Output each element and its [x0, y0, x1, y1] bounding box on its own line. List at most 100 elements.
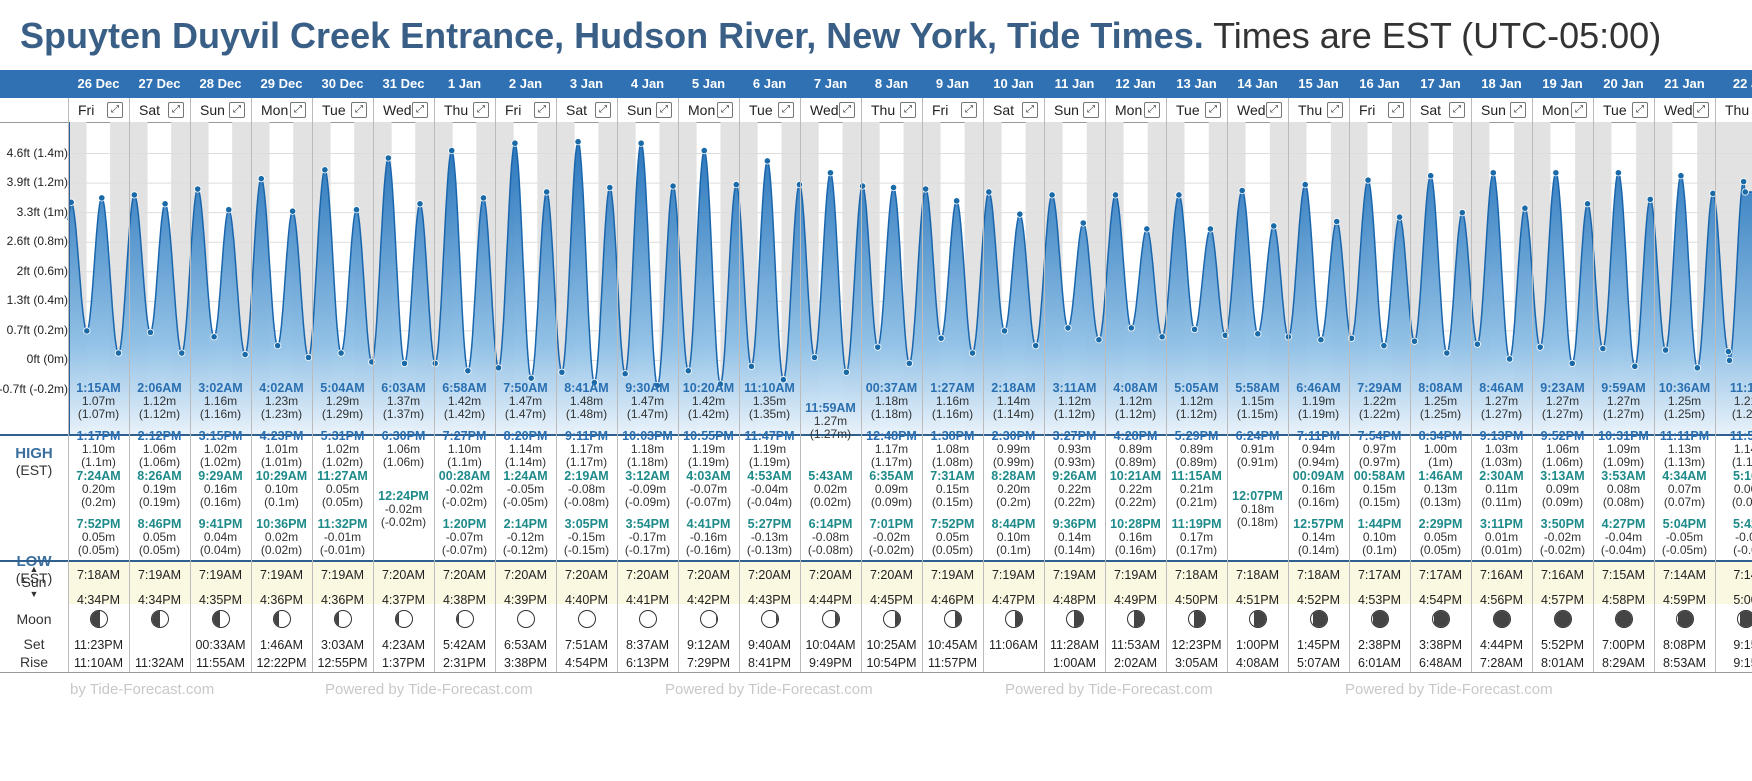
high-tide-height-alt: (1.06m)	[382, 455, 425, 469]
y-axis-label: 2ft (0.6m)	[16, 263, 68, 278]
expand-icon[interactable]: ⤢	[595, 102, 611, 118]
moon-phase-icon	[1675, 610, 1694, 628]
low-tide-height-alt: (-0.04m)	[1600, 543, 1647, 557]
moon-phase-icon	[1248, 610, 1267, 628]
high-tide-entry: 10:03PM 1.18m (1.18m)	[617, 430, 678, 469]
low-tide-height-alt: (0.19m)	[138, 495, 181, 509]
expand-icon[interactable]: ⤢	[1327, 102, 1343, 118]
expand-icon[interactable]: ⤢	[1022, 102, 1038, 118]
expand-icon[interactable]: ⤢	[473, 102, 489, 118]
tide-point	[368, 358, 376, 366]
tide-point	[779, 376, 787, 384]
day-name: Wed	[1664, 102, 1693, 118]
moon-info: 3:03AM 12:55PM	[312, 610, 373, 672]
expand-icon[interactable]: ⤢	[534, 102, 550, 118]
high-tide-entry: 3:11AM 1.12m (1.12m)	[1044, 382, 1105, 421]
high-tide-time: 10:36AM	[1658, 381, 1711, 395]
tide-point	[922, 185, 930, 193]
expand-icon[interactable]: ⤢	[290, 102, 306, 118]
moon-info: 11:32AM	[129, 610, 190, 672]
moon-phase-wrap	[556, 610, 617, 632]
expand-icon[interactable]: ⤢	[839, 102, 855, 118]
low-tide-entry: 3:54PM -0.17m (-0.17m)	[617, 518, 678, 557]
expand-icon[interactable]: ⤢	[107, 102, 123, 118]
high-tide-entry: 1:27AM 1.16m (1.16m)	[922, 382, 983, 421]
low-tide-time: 4:41PM	[686, 517, 731, 531]
expand-icon[interactable]: ⤢	[1571, 102, 1587, 118]
day-cell: Mon ⤢	[1105, 98, 1166, 122]
low-tide-height: -0.01m	[323, 530, 362, 544]
tide-point	[1127, 324, 1135, 332]
tide-point	[1032, 342, 1040, 350]
low-tide-time: 3:13AM	[1540, 469, 1585, 483]
moon-set-time	[129, 636, 190, 654]
expand-icon[interactable]: ⤢	[961, 102, 977, 118]
expand-icon[interactable]: ⤢	[656, 102, 672, 118]
high-tide-height-alt: (1.47m)	[504, 407, 547, 421]
expand-icon[interactable]: ⤢	[1510, 102, 1526, 118]
high-tide-height: 1.16m	[935, 394, 970, 408]
tide-chart	[67, 122, 1752, 436]
expand-icon[interactable]: ⤢	[778, 102, 794, 118]
sunset-time: 4:41PM	[625, 593, 670, 607]
moon-info: 1:45PM 5:07AM	[1288, 610, 1349, 672]
moon-set-time: 5:42AM	[442, 638, 487, 652]
day-cell: Sat ⤢	[129, 98, 190, 122]
high-tide-height: 1.27m	[1545, 394, 1580, 408]
low-tide-entry: 5:27PM -0.13m (-0.13m)	[739, 518, 800, 557]
day-name: Mon	[261, 102, 289, 118]
expand-icon[interactable]: ⤢	[1144, 102, 1160, 118]
tide-point	[98, 194, 106, 202]
sunrise-time: 7:18AM	[1235, 568, 1280, 582]
low-tide-entry: 3:53AM 0.08m (0.08m)	[1593, 470, 1654, 509]
expand-icon[interactable]: ⤢	[1083, 102, 1099, 118]
low-tide-height-alt: (-0.13m)	[746, 543, 793, 557]
expand-icon[interactable]: ⤢	[900, 102, 916, 118]
high-tide-time: 3:02AM	[198, 381, 243, 395]
column-divider	[68, 98, 69, 672]
expand-icon[interactable]: ⤢	[351, 102, 367, 118]
expand-icon[interactable]: ⤢	[1205, 102, 1221, 118]
moon-info: 11:28AM 1:00AM	[1044, 610, 1105, 672]
tide-point	[1317, 336, 1325, 344]
tide-point	[1646, 195, 1654, 203]
expand-icon[interactable]: ⤢	[229, 102, 245, 118]
low-tide-height-alt: (0.02m)	[260, 543, 303, 557]
expand-icon[interactable]: ⤢	[1632, 102, 1648, 118]
sunset-time: 4:36PM	[320, 593, 365, 607]
tide-point	[874, 343, 882, 351]
sunrise-time: 7:20AM	[381, 568, 426, 582]
sun-times: 7:20AM 4:42PM	[678, 563, 739, 613]
day-name: Sat	[139, 102, 161, 118]
moon-phase-wrap	[1349, 610, 1410, 632]
high-tide-time: 4:08AM	[1113, 381, 1158, 395]
high-tide-entry: 11:541.14(1.14	[1715, 430, 1752, 469]
moon-rise-time: 11:32AM	[134, 656, 185, 670]
moon-rise-time: 3:05AM	[1174, 656, 1219, 670]
footer-credit: Powered by Tide-Forecast.com	[665, 681, 873, 698]
expand-icon[interactable]: ⤢	[412, 102, 428, 118]
expand-icon[interactable]: ⤢	[717, 102, 733, 118]
low-tide-height-alt: (0.2m)	[996, 495, 1031, 509]
high-tide-height-alt: (1.42m)	[687, 407, 730, 421]
day-cell: Tue ⤢	[312, 98, 373, 122]
low-tide-height-alt: (0.08m)	[1602, 495, 1645, 509]
date-cell: 28 Dec	[199, 76, 242, 91]
high-tide-height: 1.12m	[142, 394, 177, 408]
tide-point	[1254, 330, 1262, 338]
tide-point	[968, 349, 977, 357]
low-tide-entry: 10:21AM 0.22m (0.22m)	[1105, 470, 1166, 509]
tide-point	[464, 367, 472, 375]
expand-icon[interactable]: ⤢	[1449, 102, 1465, 118]
moon-phase-icon	[1431, 610, 1450, 628]
low-tide-height: 0.08m	[1606, 482, 1641, 496]
low-tide-height-alt: (0.21m)	[1175, 495, 1218, 509]
expand-icon[interactable]: ⤢	[1693, 102, 1709, 118]
expand-icon[interactable]: ⤢	[1266, 102, 1282, 118]
day-name: Thu	[444, 102, 469, 118]
expand-icon[interactable]: ⤢	[1388, 102, 1404, 118]
moon-phase-icon	[882, 610, 901, 628]
sunset-time: 4:38PM	[442, 593, 487, 607]
expand-icon[interactable]: ⤢	[168, 102, 184, 118]
high-tide-entry: 8:34PM 1.00m (1m)	[1410, 430, 1471, 469]
